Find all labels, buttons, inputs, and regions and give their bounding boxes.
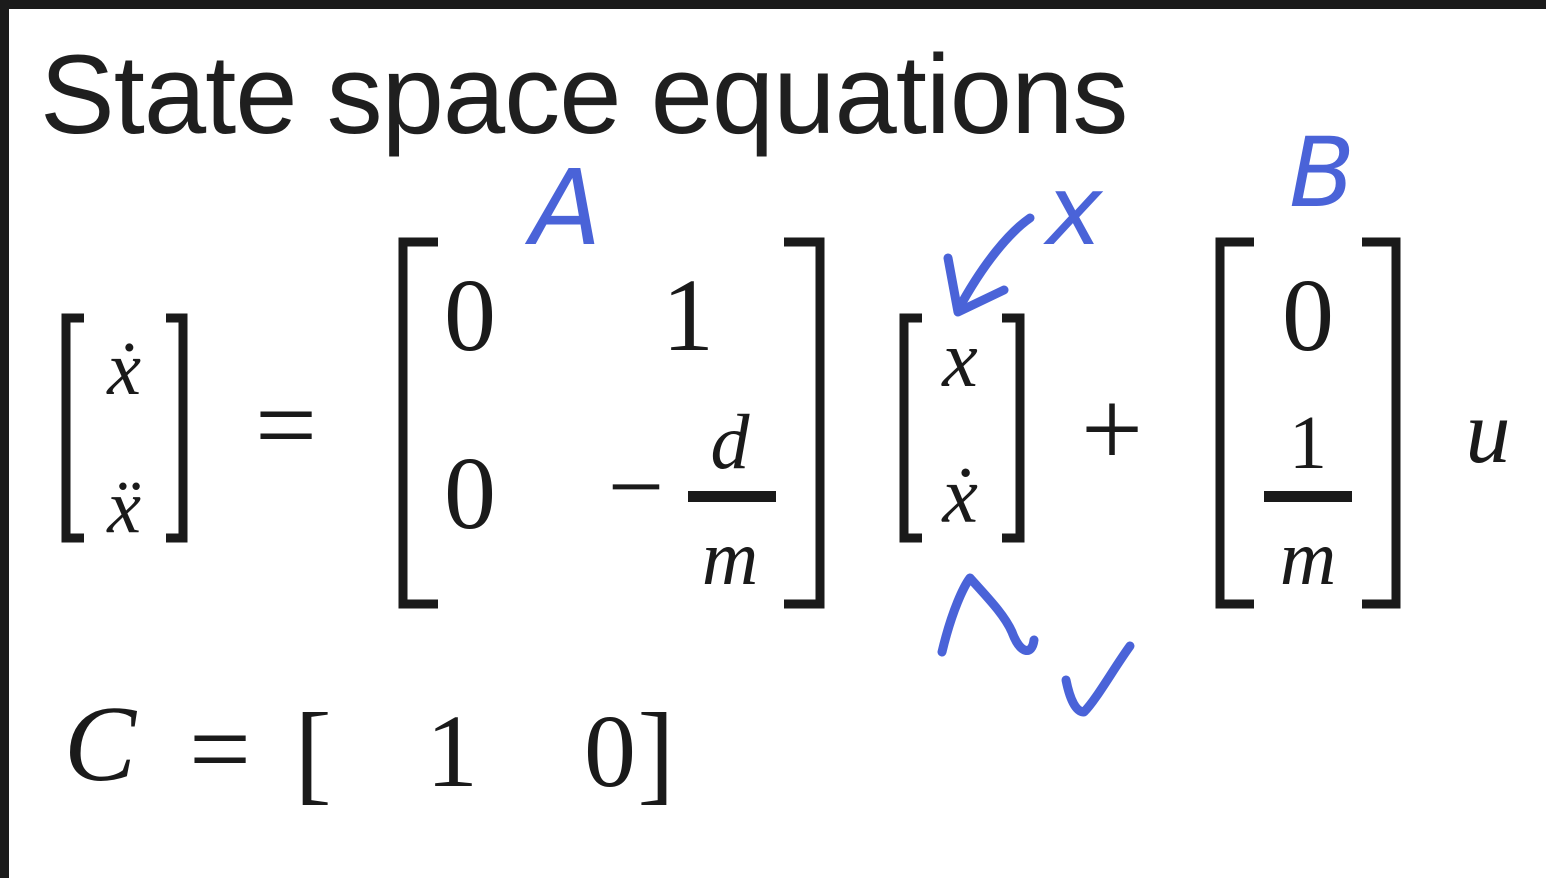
lhs-xddot: ẍ [106,465,141,549]
window-left-border [0,0,9,878]
state-left-bracket [899,313,922,543]
c-open-bracket: [ [294,691,331,815]
a-11: 0 [444,258,496,373]
window-top-border [0,0,1546,9]
c-value-1: 1 [426,694,478,809]
state-right-bracket [1002,313,1025,543]
c-label: C [64,685,138,804]
page-title: State space equations [40,32,1128,157]
a-22-denominator: m [702,514,758,601]
matrix-b-right-bracket [1362,237,1401,609]
c-equals-sign: = [189,688,251,810]
input-u: u [1466,383,1511,482]
annotation-arrow-top-icon [953,213,1035,315]
matrix-a-left-bracket [398,237,438,609]
b-fraction-bar [1264,491,1352,502]
plus-sign: + [1081,368,1143,490]
a-22-minus: − [608,431,664,542]
annotation-label-x: x [1043,155,1104,267]
state-x: x [941,316,978,404]
annotation-label-a: A [524,147,601,269]
annotation-check-icon [1061,641,1135,717]
matrix-a-right-bracket [784,237,825,609]
a-21: 0 [444,436,496,551]
annotation-arrow-bottom-icon [937,573,1039,657]
matrix-b-left-bracket [1215,237,1254,609]
b-top: 0 [1282,258,1334,373]
a-22-fraction-bar [688,491,776,502]
state-xdot: ẋ [941,452,978,540]
lhs-right-bracket [166,313,188,543]
c-value-2: 0 [584,694,636,809]
lhs-left-bracket [61,313,84,543]
a-22-numerator: d [711,398,751,485]
equals-sign: = [255,364,317,486]
b-numerator: 1 [1289,401,1327,485]
a-12: 1 [662,258,714,373]
c-close-bracket: ] [637,691,674,815]
lhs-xdot: ẋ [106,327,141,411]
annotation-label-b: B [1289,117,1355,229]
b-denominator: m [1280,514,1336,601]
annotation-arrowhead-top-icon [943,253,1009,317]
